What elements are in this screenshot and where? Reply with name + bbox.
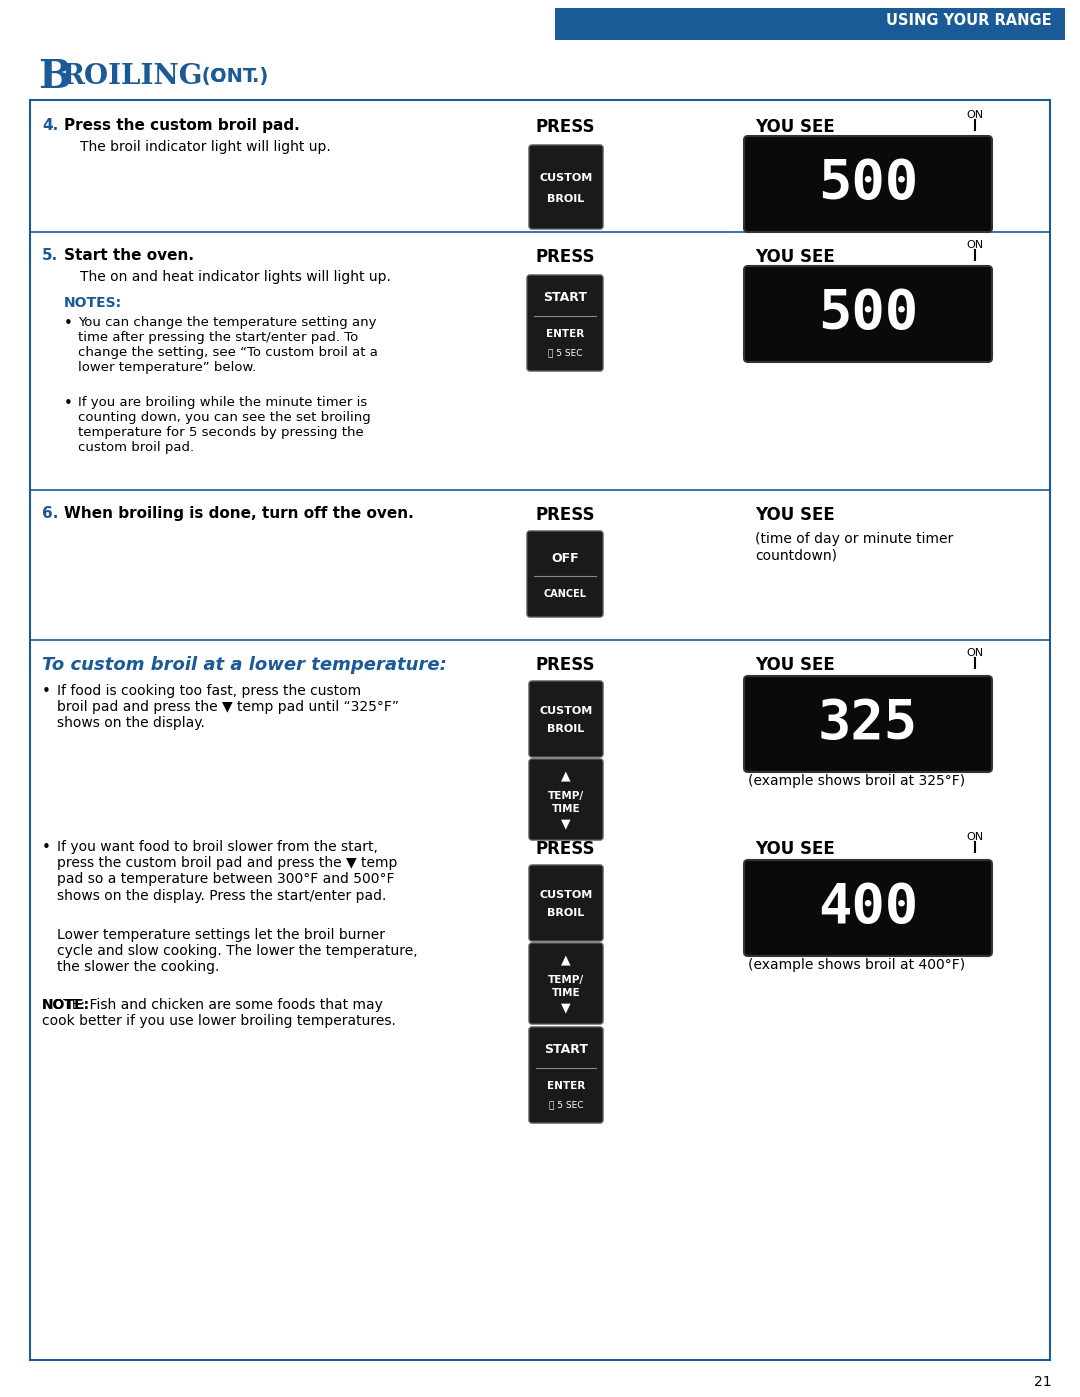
Text: CUSTOM: CUSTOM: [539, 705, 593, 715]
Text: 400: 400: [818, 882, 918, 935]
Text: NOTE:: NOTE:: [42, 997, 90, 1011]
Text: ON: ON: [967, 833, 984, 842]
Text: The broil indicator light will light up.: The broil indicator light will light up.: [80, 140, 330, 154]
Text: BROIL: BROIL: [548, 725, 584, 735]
Text: ENTER: ENTER: [545, 328, 584, 339]
Text: PRESS: PRESS: [536, 840, 595, 858]
Text: ON: ON: [967, 240, 984, 250]
FancyBboxPatch shape: [529, 145, 603, 229]
Text: Lower temperature settings let the broil burner
cycle and slow cooking. The lowe: Lower temperature settings let the broil…: [57, 928, 418, 974]
Text: PRESS: PRESS: [536, 657, 595, 673]
FancyBboxPatch shape: [527, 275, 603, 372]
Text: ROILING: ROILING: [62, 63, 203, 89]
Text: TEMP/: TEMP/: [548, 975, 584, 985]
Text: B: B: [38, 59, 71, 96]
Text: The on and heat indicator lights will light up.: The on and heat indicator lights will li…: [80, 270, 391, 284]
Text: CANCEL: CANCEL: [543, 590, 586, 599]
Text: YOU SEE: YOU SEE: [755, 840, 835, 858]
Text: BROIL: BROIL: [548, 194, 584, 204]
Text: 🔒 5 SEC: 🔒 5 SEC: [548, 348, 582, 358]
Text: 21: 21: [1035, 1375, 1052, 1389]
Text: START: START: [544, 1044, 588, 1056]
Text: ONT: ONT: [210, 67, 256, 87]
Text: TEMP/: TEMP/: [548, 791, 584, 800]
Text: (example shows broil at 400°F): (example shows broil at 400°F): [748, 958, 966, 972]
Text: BROIL: BROIL: [548, 908, 584, 918]
Text: To custom broil at a lower temperature:: To custom broil at a lower temperature:: [42, 657, 447, 673]
FancyBboxPatch shape: [529, 865, 603, 942]
Text: PRESS: PRESS: [536, 249, 595, 265]
Text: TIME: TIME: [552, 803, 580, 813]
Text: YOU SEE: YOU SEE: [755, 657, 835, 673]
Text: 500: 500: [818, 288, 918, 341]
Text: 🔒 5 SEC: 🔒 5 SEC: [549, 1101, 583, 1109]
Text: •: •: [42, 685, 51, 698]
Text: If you are broiling while the minute timer is
counting down, you can see the set: If you are broiling while the minute tim…: [78, 395, 370, 454]
Text: OFF: OFF: [551, 552, 579, 564]
Text: ▲: ▲: [562, 953, 571, 965]
FancyBboxPatch shape: [529, 680, 603, 757]
Text: PRESS: PRESS: [536, 506, 595, 524]
Text: ▼: ▼: [562, 817, 571, 831]
Text: 6.: 6.: [42, 506, 58, 521]
Text: YOU SEE: YOU SEE: [755, 249, 835, 265]
FancyBboxPatch shape: [529, 943, 603, 1024]
Text: Start the oven.: Start the oven.: [64, 249, 194, 263]
Text: START: START: [543, 292, 588, 305]
FancyBboxPatch shape: [744, 861, 993, 956]
Text: •: •: [64, 395, 72, 411]
FancyBboxPatch shape: [744, 265, 993, 362]
Text: (example shows broil at 325°F): (example shows broil at 325°F): [748, 774, 966, 788]
Text: .): .): [252, 67, 268, 87]
Text: 500: 500: [818, 158, 918, 211]
FancyBboxPatch shape: [527, 531, 603, 617]
Text: 325: 325: [818, 697, 918, 750]
Text: When broiling is done, turn off the oven.: When broiling is done, turn off the oven…: [64, 506, 414, 521]
Text: (C: (C: [195, 67, 225, 87]
Text: Press the custom broil pad.: Press the custom broil pad.: [64, 117, 300, 133]
Text: You can change the temperature setting any
time after pressing the start/enter p: You can change the temperature setting a…: [78, 316, 378, 374]
Text: •: •: [64, 316, 72, 331]
Text: YOU SEE: YOU SEE: [755, 506, 835, 524]
Text: PRESS: PRESS: [536, 117, 595, 136]
Text: (time of day or minute timer
countdown): (time of day or minute timer countdown): [755, 532, 954, 562]
Text: •: •: [42, 840, 51, 855]
Bar: [555, 8, 1065, 41]
Text: CUSTOM: CUSTOM: [539, 173, 593, 183]
FancyBboxPatch shape: [744, 676, 993, 773]
Text: NOTES:: NOTES:: [64, 296, 122, 310]
Text: If food is cooking too fast, press the custom
broil pad and press the ▼ temp pad: If food is cooking too fast, press the c…: [57, 685, 399, 731]
Text: ON: ON: [967, 110, 984, 120]
Text: ON: ON: [967, 648, 984, 658]
Text: If you want food to broil slower from the start,
press the custom broil pad and : If you want food to broil slower from th…: [57, 840, 397, 902]
Text: YOU SEE: YOU SEE: [755, 117, 835, 136]
FancyBboxPatch shape: [744, 136, 993, 232]
Text: 4.: 4.: [42, 117, 58, 133]
Text: ENTER: ENTER: [546, 1081, 585, 1091]
Text: CUSTOM: CUSTOM: [539, 890, 593, 900]
Text: USING YOUR RANGE: USING YOUR RANGE: [887, 13, 1052, 28]
Text: ▼: ▼: [562, 1002, 571, 1014]
FancyBboxPatch shape: [529, 759, 603, 840]
FancyBboxPatch shape: [529, 1027, 603, 1123]
Text: 5.: 5.: [42, 249, 58, 263]
Text: NOTE: Fish and chicken are some foods that may
cook better if you use lower broi: NOTE: Fish and chicken are some foods th…: [42, 997, 396, 1028]
Text: ▲: ▲: [562, 768, 571, 782]
Text: TIME: TIME: [552, 988, 580, 997]
